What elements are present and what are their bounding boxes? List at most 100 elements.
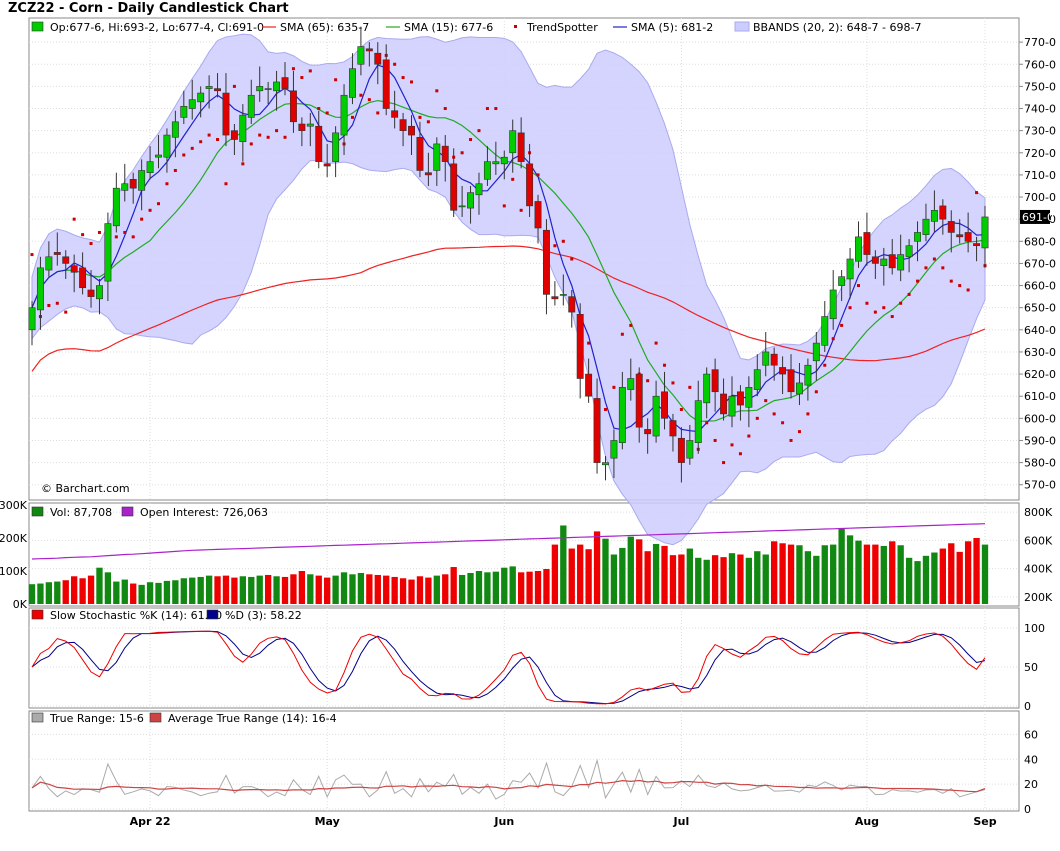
volume-bar [408,579,415,604]
trendspotter-dot [410,80,414,84]
volume-bar [433,575,440,604]
trendspotter-dot [823,363,827,367]
trendspotter-dot [199,140,203,144]
trendspotter-dot [941,266,945,270]
true-range-legend-swatch [149,712,162,723]
volume-bar [619,547,626,604]
volume-tick-label: 200K [0,532,28,545]
volume-bar [391,576,398,604]
candle [956,234,964,238]
trendspotter-dot [924,266,928,270]
candle [399,119,407,131]
open-interest-tick-label: 800K [1024,506,1053,519]
candle [416,136,424,171]
open-interest-tick-label: 400K [1024,563,1053,576]
volume-bar [357,572,365,604]
volume-bar [931,552,938,604]
trendspotter-dot [350,115,354,119]
candle [222,92,230,136]
candle [155,154,162,158]
volume-bar [534,571,542,604]
trendspotter-dot [553,244,557,248]
volume-bar [214,576,221,604]
sma5-line [31,64,986,433]
candle [829,289,837,320]
price-tick-label: 700-0 [1024,191,1056,204]
volume-bar [720,557,727,604]
price-tick-label: 760-0 [1024,58,1056,71]
candle [256,86,264,92]
volume-bar [686,548,693,604]
trendspotter-dot [975,191,979,195]
true-range-legend-swatch [31,712,44,723]
volume-bar [711,555,719,604]
volume-bar [610,554,618,604]
volume-bar [737,554,744,604]
price-tick-label: 620-0 [1024,368,1056,381]
candle [610,440,618,459]
volume-bar [248,576,255,604]
volume-bar [458,574,466,604]
candle [79,267,87,289]
candle [838,276,846,286]
trendspotter-dot [722,461,726,465]
candle [568,296,576,313]
stochastic-legend-label: Slow Stochastic %K (14): 61.90 [50,609,222,622]
x-tick-label: Aug [855,815,879,828]
candle [450,163,458,211]
candle [542,229,550,295]
trendspotter-dot [949,279,953,283]
volume-bar [189,577,196,604]
trendspotter-dot [275,129,279,133]
volume-bar [973,538,980,604]
volume-bar [87,575,95,604]
candle [526,163,534,207]
candle [534,201,542,229]
trendspotter-dot [882,306,886,310]
volume-bar [644,551,651,604]
trendspotter-dot [207,133,211,137]
volume-legend-swatch [31,506,44,517]
volume-bar [830,544,837,604]
volume-bar [104,572,112,604]
volume-bar [416,576,424,604]
candle [964,232,972,242]
volume-bar [264,574,272,604]
volume-tick-label: 300K [0,499,28,512]
sma15-line [31,99,986,423]
trendspotter-dot [426,120,430,124]
trendspotter-dot [890,315,894,319]
candle [686,440,694,459]
trendspotter-dot [713,438,717,442]
volume-bar [956,551,963,604]
candle [720,393,728,415]
candle [112,187,120,227]
price-tick-label: 610-0 [1024,390,1056,403]
candle [273,81,281,92]
volume-tick-label: 100K [0,565,28,578]
trendspotter-dot [140,217,144,221]
volume-bar [593,531,601,604]
candle [787,369,795,393]
candle [239,114,247,143]
price-legend-swatch [514,25,517,28]
candle [795,382,803,395]
trendspotter-dot [873,310,877,314]
volume-bar [846,535,854,604]
volume-bar [222,575,230,604]
volume-bar [560,525,567,604]
trendspotter-dot [654,341,658,345]
volume-bar [964,541,972,604]
volume-bar [315,575,322,604]
candle [205,86,213,89]
trendspotter-dot [64,310,68,314]
true-range-legend-label: True Range: 15-6 [49,712,144,725]
trendspotter-dot [334,78,338,82]
candle [382,59,390,109]
price-tick-label: 660-0 [1024,280,1056,293]
candle [483,161,491,180]
candle [171,121,179,138]
x-tick-label: Sep [973,815,996,828]
candle [70,265,78,273]
volume-bar [838,528,845,604]
